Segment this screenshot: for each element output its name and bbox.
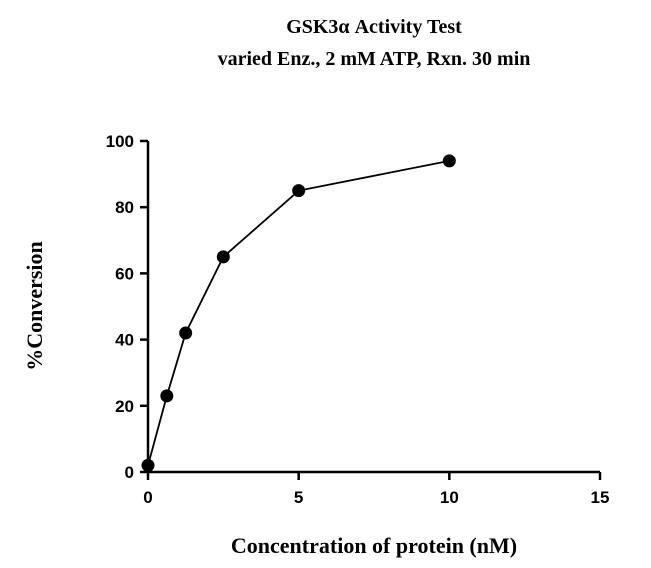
y-tick-label: 20: [115, 397, 134, 416]
x-ticks: 0 5 10 15: [143, 472, 609, 507]
plot-area: [141, 154, 456, 472]
y-ticks: 0 20 40 60 80 100: [106, 132, 148, 482]
data-point: [160, 389, 174, 403]
y-tick-label: 60: [115, 264, 134, 283]
x-axis-title: Concentration of protein (nM): [231, 533, 517, 558]
chart-title: GSK3α Activity Test: [286, 16, 462, 38]
y-axis-title: %Conversion: [22, 241, 47, 371]
x-tick-label: 5: [294, 488, 303, 507]
data-point: [179, 326, 193, 340]
y-tick-label: 80: [115, 198, 134, 217]
series-line: [147, 159, 450, 466]
data-point: [442, 154, 456, 168]
x-tick-label: 0: [143, 488, 152, 507]
y-tick-label: 100: [106, 132, 134, 151]
x-tick-label: 15: [591, 488, 610, 507]
data-point: [216, 250, 230, 264]
x-tick-label: 10: [440, 488, 459, 507]
data-point: [292, 184, 306, 198]
chart-subtitle: varied Enz., 2 mM ATP, Rxn. 30 min: [218, 48, 531, 70]
y-tick-label: 40: [115, 331, 134, 350]
y-tick-label: 0: [125, 463, 134, 482]
